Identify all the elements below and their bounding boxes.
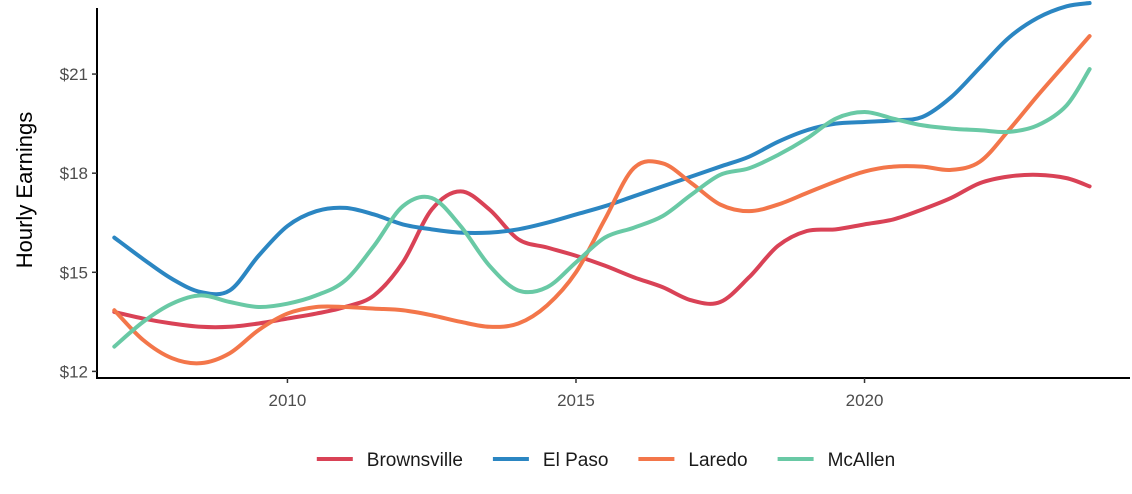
x-tick-label: 2020 xyxy=(846,391,884,410)
legend-item-laredo: Laredo xyxy=(638,450,748,471)
legend-item-el-paso: El Paso xyxy=(492,450,608,471)
y-tick-label: $18 xyxy=(60,164,88,183)
x-tick-label: 2015 xyxy=(557,391,595,410)
y-axis-ticks: $12 $15 $18 $21 xyxy=(60,65,97,381)
legend-label: Brownsville xyxy=(367,450,463,471)
x-axis-ticks: 2010 2015 2020 xyxy=(269,378,884,410)
y-tick-label: $21 xyxy=(60,65,88,84)
legend-label: Laredo xyxy=(688,450,747,471)
legend-item-brownsville: Brownsville xyxy=(316,450,463,471)
y-tick-label: $15 xyxy=(60,263,88,282)
y-axis-title: Hourly Earnings xyxy=(12,112,37,269)
legend: Brownsville El Paso Laredo McAllen xyxy=(316,450,896,471)
legend-item-mcallen: McAllen xyxy=(777,450,896,471)
x-tick-label: 2010 xyxy=(269,391,307,410)
series-line-laredo xyxy=(112,34,1092,366)
lines-layer xyxy=(112,1,1092,366)
legend-label: El Paso xyxy=(543,450,608,471)
y-tick-label: $12 xyxy=(60,362,88,381)
series-line-mcallen xyxy=(112,67,1092,349)
legend-label: McAllen xyxy=(828,450,896,471)
series-line-el-paso xyxy=(112,1,1092,297)
series-line-brownsville xyxy=(112,172,1092,330)
